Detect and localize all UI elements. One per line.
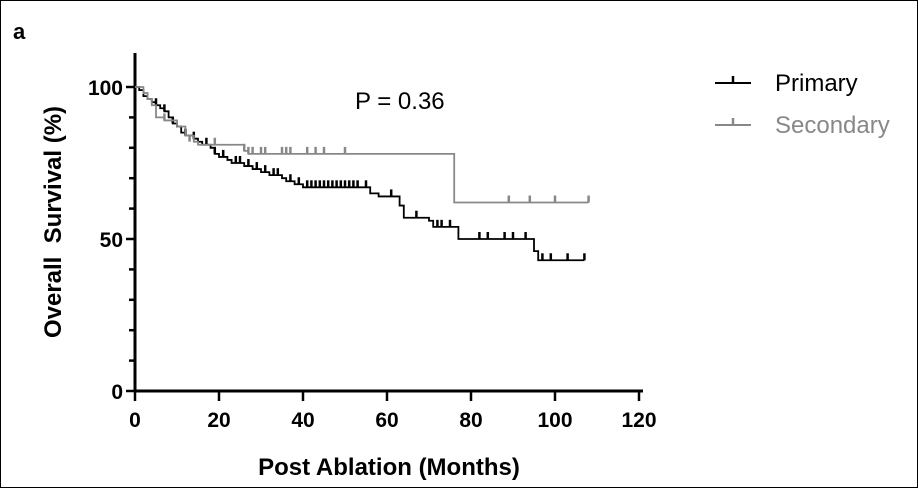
x-tick-label: 80 [459,409,482,432]
legend-label-secondary: Secondary [775,112,890,139]
y-axis-title: Overall Survival (%) [40,106,67,338]
p-value-annotation: P = 0.36 [355,88,445,115]
x-tick-label: 20 [207,409,230,432]
legend: Primary Secondary [715,70,890,139]
x-tick-label: 60 [375,409,398,432]
x-ticks: 0 20 40 60 80 100 120 [129,391,657,432]
x-tick-label: 120 [621,409,656,432]
y-tick-label: 0 [111,381,123,404]
x-tick-label: 0 [129,409,141,432]
y-tick-label: 50 [100,229,123,252]
x-tick-label: 100 [537,409,572,432]
x-axis-title: Post Ablation (Months) [258,454,520,481]
series-layer [135,86,590,262]
panel-label: a [13,19,26,44]
y-tick-label: 100 [88,77,123,100]
legend-label-primary: Primary [775,70,858,97]
x-tick-label: 40 [291,409,314,432]
survival-curve-primary [135,86,585,262]
y-ticks: 0 50 100 [88,77,135,404]
